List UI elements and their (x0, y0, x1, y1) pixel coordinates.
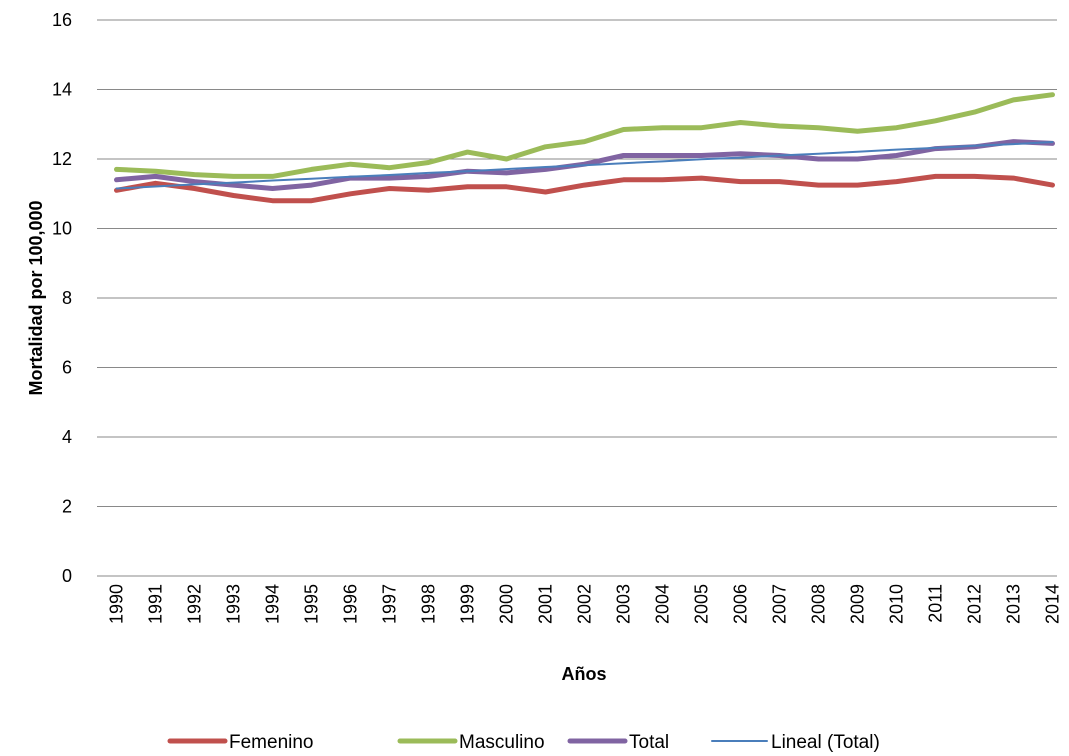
x-tick-label: 1997 (380, 584, 400, 624)
y-tick-label: 6 (62, 358, 72, 378)
y-tick-label: 14 (52, 80, 72, 100)
legend-label: Lineal (Total) (771, 732, 880, 753)
x-tick-label: 2014 (1043, 584, 1063, 624)
legend-label: Total (629, 732, 669, 753)
series-line-femenino (114, 173, 1055, 204)
x-tick-label: 1996 (341, 584, 361, 624)
x-tick-label: 2000 (497, 584, 517, 624)
x-tick-label: 1991 (146, 584, 166, 624)
y-axis-ticks: 0 2 4 6 8 10 12 14 16 (52, 10, 72, 586)
y-tick-label: 4 (62, 427, 72, 447)
x-axis-title: Años (562, 664, 607, 684)
x-tick-label: 1998 (419, 584, 439, 624)
x-tick-label: 2004 (653, 584, 673, 624)
gridlines (97, 19, 1057, 577)
x-tick-label: 1999 (458, 584, 478, 624)
series-lines (114, 92, 1055, 204)
x-tick-label: 1992 (185, 584, 205, 624)
legend: Femenino Masculino Total Lineal (Total) (167, 732, 880, 753)
legend-label: Femenino (229, 732, 314, 753)
x-tick-label: 2003 (614, 584, 634, 624)
x-tick-label: 1993 (224, 584, 244, 624)
x-tick-label: 2001 (536, 584, 556, 624)
x-tick-label: 2010 (887, 584, 907, 624)
x-tick-label: 2005 (692, 584, 712, 624)
x-tick-label: 2013 (1004, 584, 1024, 624)
x-tick-label: 1994 (263, 584, 283, 624)
x-tick-label: 2009 (848, 584, 868, 624)
y-tick-label: 16 (52, 10, 72, 30)
y-axis-title: Mortalidad por 100,000 (26, 200, 46, 395)
x-tick-label: 2008 (809, 584, 829, 624)
x-axis-ticks: 1990 1991 1992 1993 1994 1995 1996 1997 1998 1999… (107, 584, 1063, 624)
x-tick-label: 2006 (731, 584, 751, 624)
x-tick-label: 1990 (107, 584, 127, 624)
x-tick-label: 2011 (926, 584, 946, 623)
x-tick-label: 2002 (575, 584, 595, 624)
y-tick-label: 2 (62, 497, 72, 517)
y-tick-label: 8 (62, 288, 72, 308)
y-tick-label: 12 (52, 149, 72, 169)
y-tick-label: 10 (52, 219, 72, 239)
legend-label: Masculino (459, 732, 545, 753)
x-tick-label: 2012 (965, 584, 985, 624)
series-line-masculino (114, 92, 1055, 179)
series-line-lineal-total (115, 141, 1054, 190)
series-line-total (114, 139, 1055, 191)
x-tick-label: 2007 (770, 584, 790, 624)
x-tick-label: 1995 (302, 584, 322, 624)
y-tick-label: 0 (62, 566, 72, 586)
